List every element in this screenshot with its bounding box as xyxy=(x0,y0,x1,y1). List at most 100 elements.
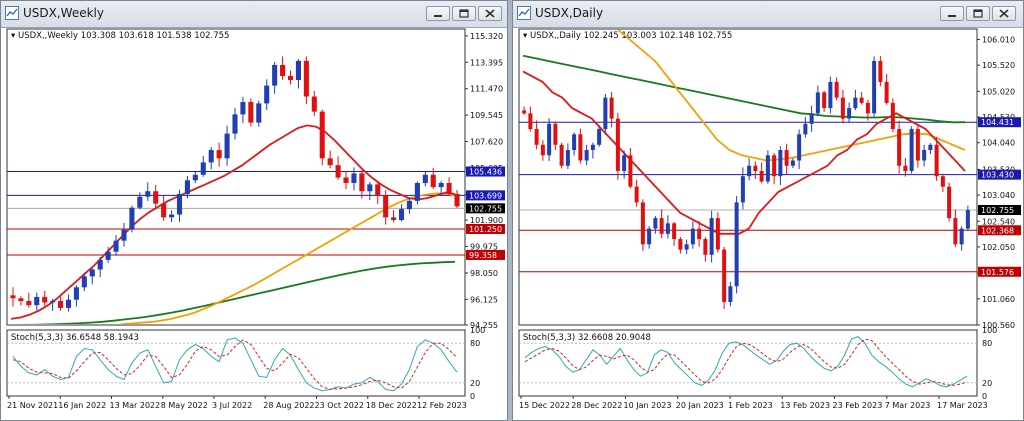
close-icon xyxy=(999,9,1009,18)
bearish-candle xyxy=(522,110,527,114)
date-axis-label: 10 Jan 2023 xyxy=(624,401,672,410)
date-axis-label: 8 May 2022 xyxy=(161,401,208,410)
date-axis-label: 13 Mar 2022 xyxy=(110,401,161,410)
bullish-candle xyxy=(728,286,733,302)
bullish-candle xyxy=(828,81,833,109)
bearish-candle xyxy=(772,155,777,177)
weekly-minimize-button[interactable] xyxy=(426,6,450,21)
level-tag-bg xyxy=(466,249,505,260)
bullish-candle xyxy=(740,176,745,203)
price-axis-label: 99.975 xyxy=(470,242,498,251)
bearish-candle xyxy=(615,118,620,171)
bullish-candle xyxy=(622,155,627,171)
level-tag: 99.358 xyxy=(469,251,497,260)
bullish-candle xyxy=(815,92,820,114)
price-pane-border xyxy=(6,28,466,326)
bullish-candle xyxy=(422,174,428,184)
bullish-candle xyxy=(872,60,877,114)
stoch-legend: Stoch(5,3,3) 36.6548 58.1943 xyxy=(11,333,139,343)
level-tag-bg xyxy=(466,166,505,177)
price-axis-label: 106.010 xyxy=(982,35,1015,44)
stoch-signal-line xyxy=(524,338,968,386)
date-axis-label: 21 Nov 2021 xyxy=(7,401,58,410)
bullish-candle xyxy=(256,103,262,123)
price-axis-label: 115.320 xyxy=(470,32,503,41)
bullish-candle xyxy=(137,196,143,208)
bullish-candle xyxy=(113,240,119,252)
price-axis-label: 96.125 xyxy=(470,295,498,304)
level-tag: 101.576 xyxy=(981,268,1014,277)
bullish-candle xyxy=(65,299,72,308)
date-axis-label: 3 Jul 2022 xyxy=(212,401,252,410)
bearish-candle xyxy=(528,113,533,130)
price-pane-border xyxy=(518,28,978,326)
weekly-chart-window[interactable]: USDX,Weekly ▾ USDX,,Weekly 103.308 103.6… xyxy=(0,0,508,421)
bearish-candle xyxy=(915,129,920,161)
price-axis-label: 104.040 xyxy=(982,139,1015,148)
ma-orange-line xyxy=(120,192,456,324)
price-plot-group xyxy=(522,30,970,309)
bearish-candle xyxy=(375,184,381,196)
bearish-candle xyxy=(383,195,389,218)
bearish-candle xyxy=(640,202,645,245)
daily-chart-window[interactable]: USDX,Daily ▾ USDX,,Daily 102.245 103.003… xyxy=(512,0,1024,421)
bearish-candle xyxy=(859,97,864,103)
weekly-maximize-button[interactable] xyxy=(452,6,476,21)
bearish-candle xyxy=(553,123,558,145)
bullish-candle xyxy=(50,301,56,303)
bearish-candle xyxy=(559,144,564,166)
bullish-candle xyxy=(778,150,783,177)
bearish-candle xyxy=(343,177,349,184)
price-legend: ▾ USDX,,Daily 102.245 103.003 102.148 10… xyxy=(523,31,732,41)
bearish-candle xyxy=(26,301,32,306)
stoch-axis-label: 100 xyxy=(470,326,485,335)
daily-title-bar[interactable]: USDX,Daily xyxy=(513,1,1023,28)
daily-close-button[interactable] xyxy=(992,6,1016,21)
bullish-candle xyxy=(584,150,589,161)
date-axis-label: 13 Feb 2023 xyxy=(780,401,830,410)
stoch-axis-label: 80 xyxy=(470,339,480,348)
date-axis-label: 23 Oct 2022 xyxy=(315,401,364,410)
bullish-candle xyxy=(176,193,183,215)
level-tag: 103.430 xyxy=(981,171,1014,180)
bearish-candle xyxy=(715,218,720,250)
bullish-candle xyxy=(81,276,87,288)
bullish-candle xyxy=(224,133,230,159)
stoch-axis-label: 80 xyxy=(982,339,992,348)
daily-maximize-button[interactable] xyxy=(966,6,990,21)
bearish-candle xyxy=(947,186,952,219)
stoch-axis-label: 0 xyxy=(982,392,987,401)
bearish-candle xyxy=(865,102,870,114)
bullish-candle xyxy=(97,259,103,270)
minimize-icon xyxy=(948,15,956,17)
bullish-candle xyxy=(406,200,412,210)
ma-green-line xyxy=(11,260,456,324)
bullish-candle xyxy=(665,223,670,234)
bearish-candle xyxy=(335,165,341,178)
daily-chart[interactable]: ▾ USDX,,Daily 102.245 103.003 102.148 10… xyxy=(513,28,1023,420)
bearish-candle xyxy=(953,218,958,245)
bullish-candle xyxy=(264,85,270,104)
bearish-candle xyxy=(940,176,945,187)
bearish-candle xyxy=(534,129,539,145)
bearish-candle xyxy=(672,223,677,240)
bearish-candle xyxy=(722,249,727,302)
weekly-title-bar[interactable]: USDX,Weekly xyxy=(1,1,507,28)
bullish-candle xyxy=(565,150,570,166)
bullish-candle xyxy=(169,214,175,218)
bullish-candle xyxy=(89,269,95,277)
stoch-legend: Stoch(5,3,3) 32.6608 20.9048 xyxy=(523,333,651,343)
bullish-candle xyxy=(438,183,444,188)
weekly-chart[interactable]: ▾ USDX,,Weekly 103.308 103.618 101.538 1… xyxy=(1,28,507,420)
bullish-candle xyxy=(351,173,357,184)
bullish-candle xyxy=(398,209,405,221)
level-tag-bg xyxy=(978,225,1021,236)
date-axis-label: 23 Feb 2023 xyxy=(833,401,883,410)
price-axis-label: 107.620 xyxy=(470,138,503,147)
bearish-candle xyxy=(153,191,159,204)
weekly-close-button[interactable] xyxy=(478,6,502,21)
bullish-candle xyxy=(734,202,739,287)
daily-minimize-button[interactable] xyxy=(940,6,964,21)
bullish-candle xyxy=(145,191,151,197)
current-price-tag-bg xyxy=(978,205,1021,216)
